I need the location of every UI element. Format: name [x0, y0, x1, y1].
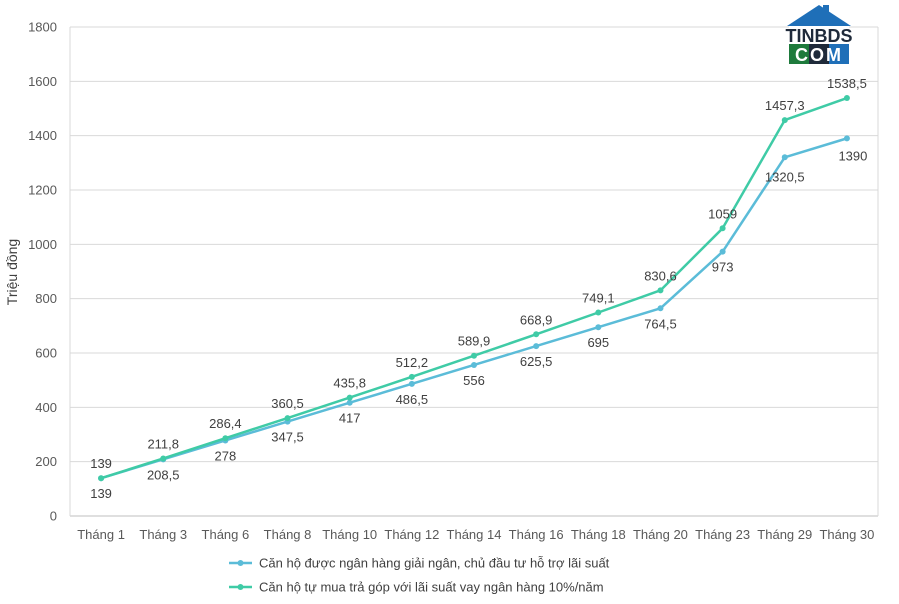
data-label: 589,9	[458, 334, 491, 349]
data-point	[284, 415, 291, 422]
data-point	[98, 475, 105, 482]
data-label: 139	[90, 456, 112, 471]
data-point	[222, 435, 229, 442]
data-point	[781, 154, 788, 161]
data-point	[346, 394, 353, 401]
data-point	[595, 309, 602, 316]
tinbds-logo: TINBDS COM	[786, 5, 853, 65]
data-point	[781, 117, 788, 124]
data-label: 512,2	[396, 355, 429, 370]
x-tick-label: Tháng 6	[202, 527, 250, 542]
data-point	[719, 248, 726, 255]
x-tick-label: Tháng 8	[264, 527, 312, 542]
data-label: 556	[463, 373, 485, 388]
data-label: 417	[339, 411, 361, 426]
y-tick-label: 400	[35, 400, 57, 415]
data-point	[533, 343, 540, 350]
data-label: 360,5	[271, 396, 304, 411]
logo-block-green	[789, 44, 809, 64]
legend-swatch-marker	[237, 560, 244, 566]
x-tick-label: Tháng 10	[322, 527, 377, 542]
data-label: 764,5	[644, 316, 677, 331]
x-tick-label: Tháng 14	[447, 527, 502, 542]
data-point	[471, 361, 477, 368]
data-point	[595, 324, 602, 331]
data-point	[408, 373, 415, 380]
data-label: 208,5	[147, 467, 180, 482]
chimney-icon	[823, 5, 829, 16]
data-label: 625,5	[520, 354, 553, 369]
data-point	[346, 399, 353, 406]
data-point	[471, 352, 477, 359]
x-tick-label: Tháng 1	[77, 527, 125, 542]
house-roof-icon	[787, 5, 851, 26]
y-tick-label: 1800	[28, 20, 57, 35]
data-label: 830,6	[644, 268, 677, 283]
x-tick-label: Tháng 23	[695, 527, 750, 542]
x-tick-label: Tháng 3	[139, 527, 187, 542]
data-label: 139	[90, 486, 112, 501]
x-tick-label: Tháng 18	[571, 527, 626, 542]
y-tick-label: 1400	[28, 128, 57, 143]
data-label: 973	[712, 260, 734, 275]
legend-entry: Căn hộ tự mua trả góp với lãi suất vay n…	[259, 580, 604, 595]
data-label: 1538,5	[827, 76, 867, 91]
data-point	[160, 455, 167, 462]
y-tick-label: 0	[50, 509, 57, 524]
y-tick-label: 600	[35, 346, 57, 361]
legend: Căn hộ được ngân hàng giải ngân, chủ đầu…	[229, 556, 610, 595]
data-label: 749,1	[582, 290, 615, 305]
y-tick-label: 200	[35, 454, 57, 469]
data-label: 1457,3	[765, 98, 805, 113]
data-point	[843, 135, 850, 142]
data-label: 486,5	[396, 392, 429, 407]
data-point	[408, 380, 415, 387]
logo-text-bottom: COM	[795, 45, 843, 65]
y-axis: 0 200 400 600 800 1000 1200 1400 1600 1800	[28, 20, 57, 524]
data-label: 695	[587, 335, 609, 350]
data-label: 1320,5	[765, 169, 805, 184]
data-point	[843, 95, 850, 102]
x-axis: Tháng 1 Tháng 3 Tháng 6 Tháng 8 Tháng 10 Thán…	[77, 527, 874, 542]
data-label: 211,8	[147, 436, 179, 451]
data-label: 435,8	[333, 376, 366, 391]
grid-lines	[69, 26, 879, 517]
data-point	[657, 287, 664, 294]
data-label: 286,4	[209, 416, 242, 431]
x-tick-label: Tháng 12	[384, 527, 439, 542]
legend-entry: Căn hộ được ngân hàng giải ngân, chủ đầu…	[259, 556, 610, 571]
data-label: 278	[215, 448, 237, 463]
series-lines	[98, 95, 850, 482]
data-point	[657, 305, 664, 312]
y-axis-label: Triệu đồng	[4, 239, 20, 305]
logo-block-dark	[809, 44, 829, 64]
data-label: 668,9	[520, 312, 553, 327]
data-label: 1390	[838, 148, 867, 163]
x-tick-label: Tháng 29	[757, 527, 812, 542]
x-tick-label: Tháng 30	[819, 527, 874, 542]
data-label: 347,5	[271, 430, 304, 445]
logo-top-band	[789, 26, 849, 44]
data-labels: 139 208,5 278 347,5 417 486,5 556 625,5 695 764,5…	[90, 76, 867, 501]
x-tick-label: Tháng 20	[633, 527, 688, 542]
data-point	[533, 331, 540, 338]
x-tick-label: Tháng 16	[509, 527, 564, 542]
y-tick-label: 1600	[28, 74, 57, 89]
logo-block-blue	[829, 44, 849, 64]
legend-swatch-marker	[237, 584, 244, 590]
y-tick-label: 1200	[28, 183, 57, 198]
y-tick-label: 1000	[28, 237, 57, 252]
logo-text-top: TINBDS	[786, 26, 853, 46]
data-label: 1059	[708, 206, 737, 221]
y-tick-label: 800	[35, 291, 57, 306]
data-point	[719, 225, 726, 232]
